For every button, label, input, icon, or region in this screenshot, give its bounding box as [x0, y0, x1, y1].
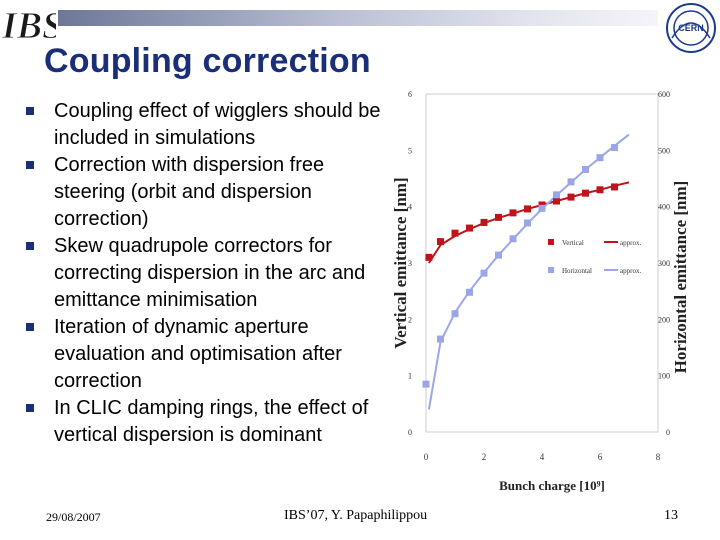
y-tick-label: 5	[408, 146, 412, 155]
bullet-marker-icon	[26, 323, 34, 331]
bullet-item: In CLIC damping rings, the effect of ver…	[22, 395, 382, 449]
y-axis-label: Vertical emittance [nm]	[391, 177, 410, 348]
data-point-horizontal-right	[480, 269, 488, 277]
y2-tick-label: 600	[658, 90, 670, 99]
x-tick-label: 6	[598, 452, 603, 462]
footer-author: IBS’07, Y. Papaphilippou	[284, 508, 428, 523]
y2-tick-label: 100	[658, 372, 670, 381]
data-point-vertical-left	[567, 193, 575, 201]
y-tick-label: 2	[408, 315, 412, 324]
y-tick-label: 3	[408, 259, 412, 268]
page-title: Coupling correction	[44, 42, 371, 80]
y2-tick-label: 0	[666, 428, 670, 437]
data-point-vertical-left	[553, 197, 560, 205]
bullet-marker-icon	[26, 161, 34, 169]
data-point-horizontal-right	[596, 154, 604, 162]
legend-label: approx.	[620, 239, 641, 247]
emittance-chart: 0 1 2 3 4 5 6 0 100 200 300 400 500 600 0 2 4 6 8 Bunch cha…	[391, 90, 690, 493]
data-point-horizontal-right	[582, 165, 589, 173]
plot-frame	[425, 93, 659, 433]
bullet-text: Iteration of dynamic aperture evaluation…	[54, 316, 342, 392]
bullet-marker-icon	[26, 107, 34, 115]
page-number: 13	[664, 508, 678, 523]
bullet-text: Coupling effect of wigglers should be in…	[54, 100, 381, 149]
legend-label: Horizontal	[562, 267, 592, 275]
bullet-item: Iteration of dynamic aperture evaluation…	[22, 314, 382, 395]
legend-point-swatch	[548, 239, 554, 245]
y-tick-label: 0	[408, 428, 412, 437]
y2-axis-label: Horizontal emittance [nm]	[671, 181, 690, 374]
data-point-vertical-left	[437, 238, 444, 246]
data-point-horizontal-right	[437, 335, 444, 343]
x-tick-label: 0	[424, 452, 429, 462]
data-point-vertical-left	[524, 205, 531, 213]
legend-label: approx.	[620, 267, 641, 275]
y-tick-label: 4	[408, 203, 412, 212]
data-point-horizontal-right	[466, 288, 473, 296]
series-line-approx-right	[427, 133, 630, 410]
data-point-horizontal-right	[422, 380, 430, 388]
y-tick-label: 6	[408, 90, 412, 99]
legend-point-swatch	[548, 267, 554, 273]
data-point-vertical-left	[495, 213, 502, 221]
cern-logo: CERN	[664, 2, 718, 54]
data-point-vertical-left	[611, 183, 618, 191]
data-point-vertical-left	[596, 186, 604, 194]
x-tick-label: 8	[656, 452, 661, 462]
bullet-text: Skew quadrupole correctors for correctin…	[54, 235, 366, 311]
data-point-horizontal-right	[538, 204, 546, 212]
y-tick-label: 1	[408, 372, 412, 381]
data-point-vertical-left	[480, 218, 488, 226]
data-point-horizontal-right	[509, 235, 517, 243]
cern-logo-text: CERN	[678, 23, 704, 33]
x-tick-label: 4	[540, 452, 545, 462]
bullet-marker-icon	[26, 242, 34, 250]
bullet-text: Correction with dispersion free steering…	[54, 154, 325, 230]
ibs-logo-text: IBS	[1, 5, 56, 44]
x-axis-label: Bunch charge [10⁹]	[499, 478, 605, 493]
bullet-text: In CLIC damping rings, the effect of ver…	[54, 397, 369, 446]
x-tick-label: 2	[482, 452, 487, 462]
data-point-horizontal-right	[451, 310, 459, 318]
data-point-horizontal-right	[553, 191, 560, 199]
data-point-horizontal-right	[524, 219, 531, 227]
data-point-vertical-left	[466, 224, 473, 232]
data-point-vertical-left	[509, 209, 517, 217]
bullet-item: Correction with dispersion free steering…	[22, 152, 382, 233]
bullet-item: Coupling effect of wigglers should be in…	[22, 98, 382, 152]
y2-tick-label: 500	[658, 146, 670, 155]
data-point-vertical-left	[451, 229, 459, 237]
ibs-logo: IBS	[0, 0, 56, 44]
data-point-horizontal-right	[495, 251, 502, 259]
y2-tick-label: 200	[658, 315, 670, 324]
legend-label: Vertical	[562, 239, 584, 247]
y2-tick-label: 300	[658, 259, 670, 268]
bullet-marker-icon	[26, 404, 34, 412]
data-point-vertical-left	[582, 189, 589, 197]
y2-tick-label: 400	[658, 203, 670, 212]
header-bar	[58, 10, 658, 26]
footer-date: 29/08/2007	[46, 510, 101, 524]
data-point-horizontal-right	[611, 144, 618, 152]
bullet-list: Coupling effect of wigglers should be in…	[22, 98, 382, 449]
data-point-horizontal-right	[567, 178, 575, 186]
bullet-item: Skew quadrupole correctors for correctin…	[22, 233, 382, 314]
data-point-vertical-left	[425, 253, 433, 261]
